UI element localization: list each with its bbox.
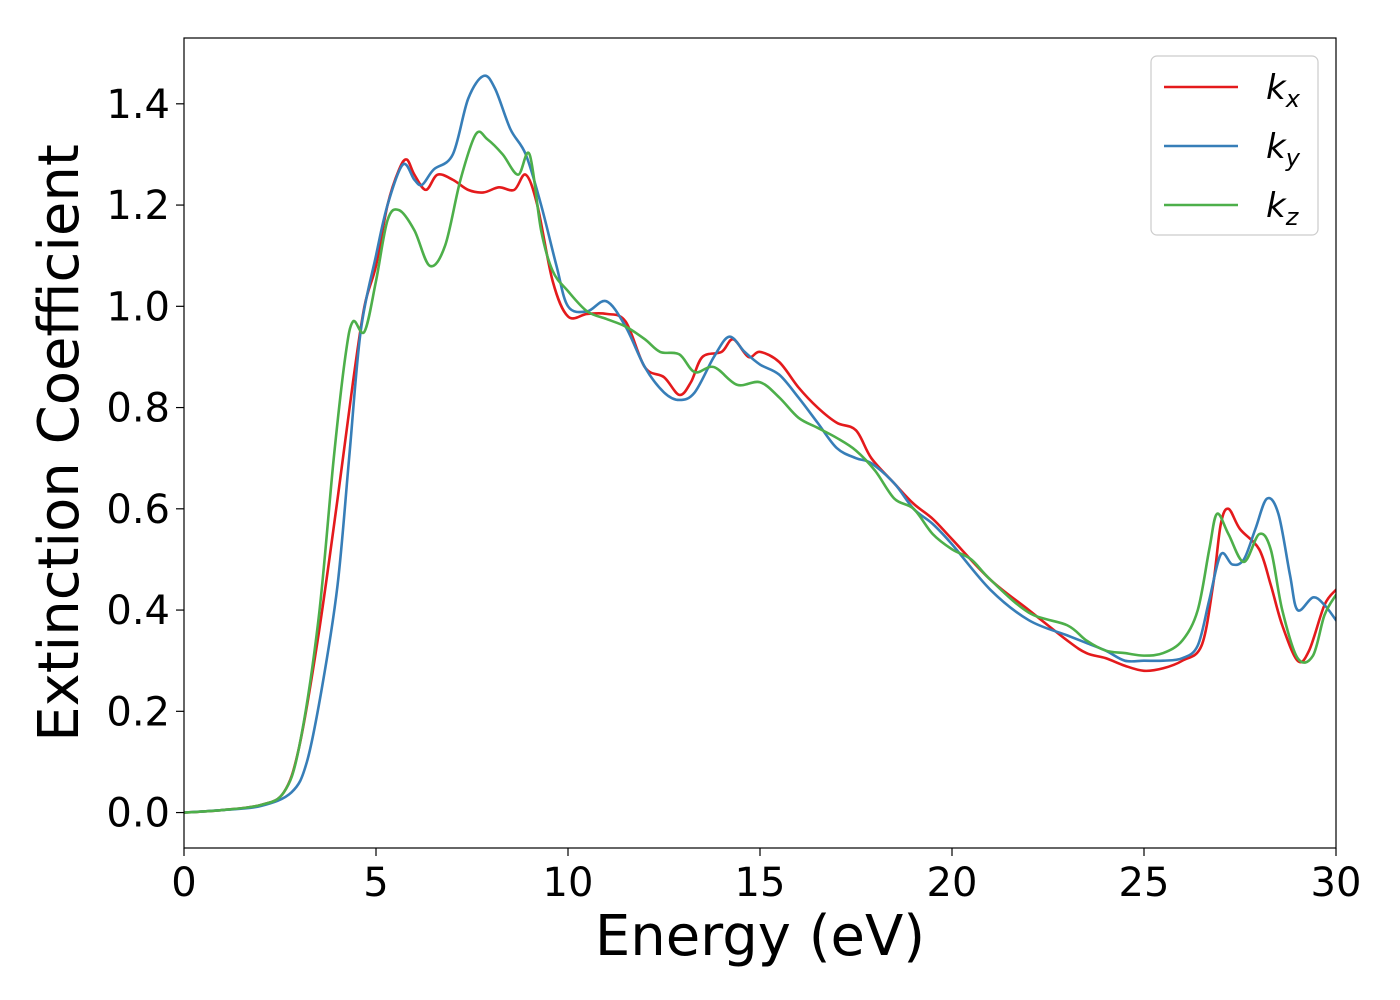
y-tick-label: 0.0: [106, 791, 170, 837]
x-tick-label: 25: [1119, 860, 1170, 906]
y-tick-label: 0.6: [106, 487, 170, 533]
x-axis-title: Energy (eV): [595, 904, 925, 969]
x-tick-label: 20: [927, 860, 978, 906]
legend-label-kx: kx: [1266, 68, 1301, 113]
legend-label-subscript: x: [1285, 85, 1301, 113]
x-tick-label: 15: [735, 860, 786, 906]
x-axis: 0 5 10 15 20 25 30: [171, 848, 1361, 906]
y-tick-label: 0.4: [106, 588, 170, 634]
y-tick-label: 1.0: [106, 284, 170, 330]
y-tick-label: 1.4: [106, 82, 170, 128]
y-axis: 0.0 0.2 0.4 0.6 0.8 1.0 1.2 1.4: [106, 82, 184, 837]
legend-label-kz: kz: [1266, 186, 1300, 231]
x-tick-label: 30: [1311, 860, 1362, 906]
y-tick-label: 0.2: [106, 689, 170, 735]
legend-label-subscript: z: [1285, 203, 1300, 231]
series-line-kz: [184, 130, 1336, 814]
legend-label-base: k: [1266, 68, 1287, 108]
series-line-ky: [184, 74, 1336, 814]
y-axis-title: Extinction Coefficient: [27, 144, 92, 742]
legend-label-subscript: y: [1285, 144, 1301, 172]
legend-label-base: k: [1266, 186, 1287, 226]
y-tick-label: 1.2: [106, 183, 170, 229]
x-tick-label: 0: [171, 860, 196, 906]
legend-label-ky: ky: [1266, 127, 1301, 172]
series-line-kx: [184, 158, 1336, 814]
x-tick-label: 10: [543, 860, 594, 906]
x-tick-label: 5: [363, 860, 388, 906]
y-tick-label: 0.8: [106, 386, 170, 432]
series-layer: [184, 74, 1336, 814]
legend-label-base: k: [1266, 127, 1287, 167]
